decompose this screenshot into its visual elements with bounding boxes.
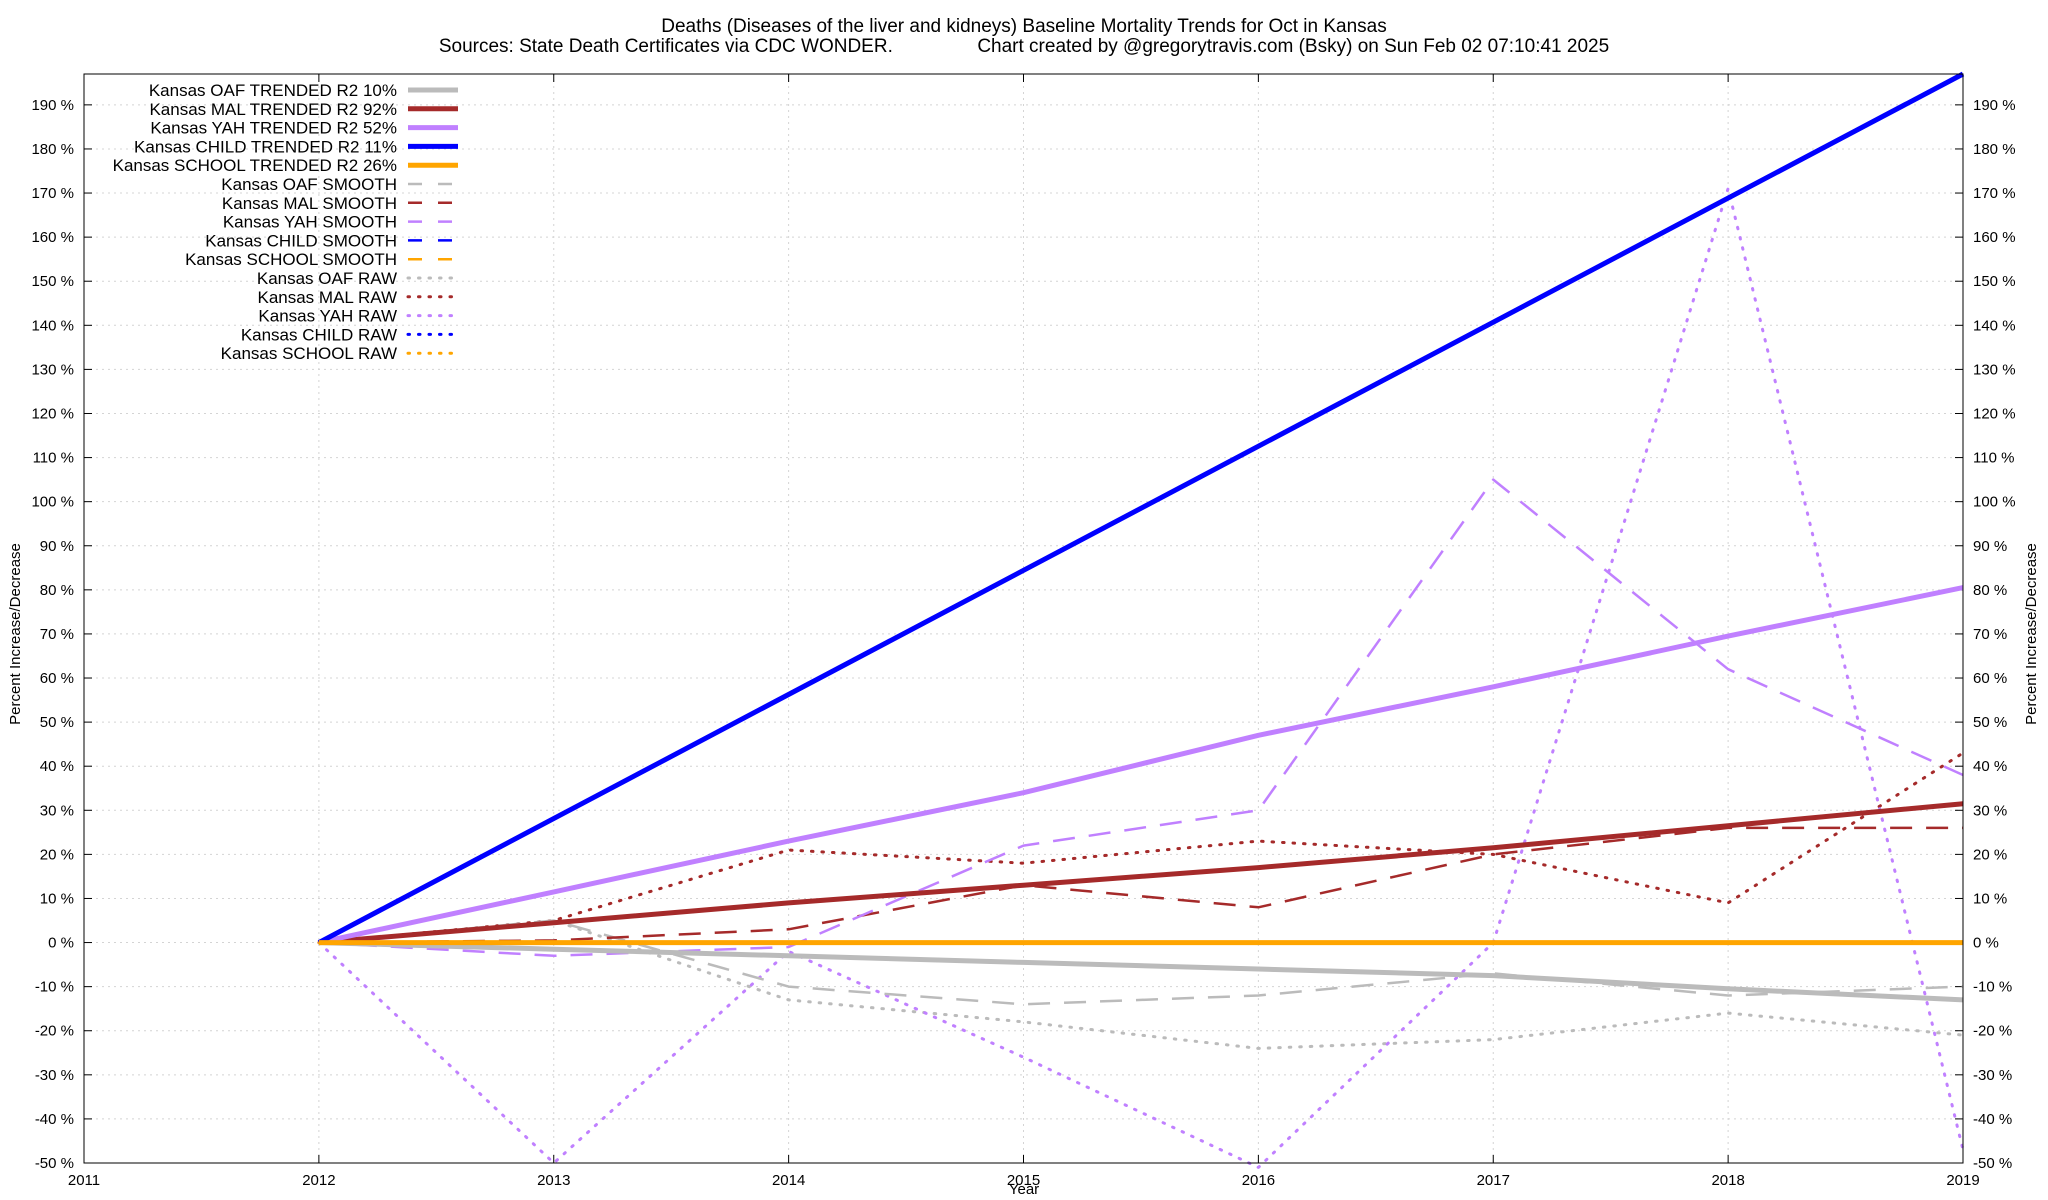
plot-frame — [83, 73, 1964, 1164]
legend-label: Kansas MAL RAW — [257, 288, 397, 307]
y2-tick-label: 70 % — [1973, 626, 2007, 643]
chart-subtitle: Sources: State Death Certificates via CD… — [439, 36, 1609, 57]
x-axis-label: Year — [1009, 1181, 1039, 1198]
y-tick-label: 130 % — [31, 361, 74, 378]
y2-tick-label: -30 % — [1973, 1067, 2012, 1084]
y-tick-label: -10 % — [35, 979, 74, 996]
y2-tick-label: 40 % — [1973, 758, 2007, 775]
series-line-kansas-mal-raw — [317, 751, 1965, 945]
y2-tick-label: 10 % — [1973, 890, 2007, 907]
series-line-kansas-oaf-smooth — [318, 919, 1964, 1006]
y-tick-label: -40 % — [35, 1111, 74, 1128]
y2-tick-label: 20 % — [1973, 846, 2007, 863]
series-line-kansas-child-trended-r2-11 — [317, 71, 1965, 945]
y-tick-label: 110 % — [33, 450, 74, 467]
y2-tick-label: 30 % — [1973, 802, 2007, 819]
y-tick-label: 120 % — [31, 405, 74, 422]
y2-tick-label: 0 % — [1973, 935, 1999, 952]
legend-label: Kansas OAF TRENDED R2 10% — [149, 81, 397, 100]
y2-tick-label: 110 % — [1973, 450, 2014, 467]
y2-tick-label: 190 % — [1973, 97, 2016, 114]
y2-tick-label: -40 % — [1973, 1111, 2012, 1128]
y-tick-label: 30 % — [40, 802, 74, 819]
y-tick-label: 150 % — [31, 273, 74, 290]
x-tick-label: 2015 — [1007, 1172, 1040, 1189]
y2-tick-label: 60 % — [1973, 670, 2007, 687]
y-tick-label: 10 % — [40, 890, 74, 907]
legend-label: Kansas SCHOOL SMOOTH — [185, 250, 397, 269]
legend-label: Kansas CHILD TRENDED R2 11% — [134, 137, 397, 156]
x-tick-label: 2011 — [68, 1172, 100, 1189]
y-tick-label: 70 % — [40, 626, 74, 643]
legend-label: Kansas OAF RAW — [257, 269, 397, 288]
y-tick-label: 90 % — [40, 538, 74, 555]
legend-label: Kansas MAL SMOOTH — [222, 194, 397, 213]
y-tick-label: 100 % — [31, 494, 74, 511]
legend-label: Kansas OAF SMOOTH — [221, 175, 397, 194]
series-line-kansas-yah-trended-r2-52 — [318, 585, 1964, 946]
legend: Kansas OAF TRENDED R2 10%Kansas MAL TREN… — [113, 81, 460, 363]
y-tick-label: 60 % — [40, 670, 74, 687]
y2-tick-label: 160 % — [1973, 229, 2016, 246]
legend-label: Kansas YAH SMOOTH — [223, 213, 397, 232]
y2-tick-label: 180 % — [1973, 141, 2016, 158]
y2-tick-label: 150 % — [1973, 273, 2016, 290]
y-tick-label: 80 % — [40, 582, 74, 599]
legend-label: Kansas MAL TRENDED R2 92% — [149, 100, 397, 119]
y2-tick-label: -10 % — [1973, 979, 2012, 996]
legend-label: Kansas YAH RAW — [258, 307, 397, 326]
x-tick-label: 2014 — [772, 1172, 805, 1189]
y-tick-label: 160 % — [31, 229, 74, 246]
y2-tick-label: 130 % — [1973, 361, 2016, 378]
y2-axis-label: Percent Increase/Decrease — [2023, 543, 2040, 725]
legend-label: Kansas SCHOOL RAW — [221, 344, 397, 363]
y-axis-label: Percent Increase/Decrease — [7, 543, 24, 725]
y-tick-label: 140 % — [31, 317, 74, 334]
series-line-kansas-mal-smooth — [318, 826, 1963, 944]
series-line-kansas-mal-trended-r2-92 — [318, 801, 1964, 946]
y-tick-label: 40 % — [40, 758, 74, 775]
y2-tick-label: -20 % — [1973, 1023, 2012, 1040]
y-tick-label: -30 % — [35, 1067, 74, 1084]
legend-label: Kansas SCHOOL TRENDED R2 26% — [113, 156, 397, 175]
x-tick-label: 2013 — [537, 1172, 570, 1189]
series-line-kansas-oaf-trended-r2-10 — [318, 940, 1964, 1003]
series-layer — [317, 71, 1965, 1169]
y2-tick-label: 120 % — [1973, 405, 2016, 422]
y2-tick-label: 170 % — [1973, 185, 2016, 202]
y-tick-label: 190 % — [31, 97, 74, 114]
series-line-kansas-oaf-raw — [317, 919, 1965, 1050]
y-tick-label: 170 % — [31, 185, 74, 202]
y-tick-label: 20 % — [40, 846, 74, 863]
y-tick-label: 50 % — [40, 714, 74, 731]
x-tick-label: 2018 — [1711, 1172, 1744, 1189]
legend-label: Kansas YAH TRENDED R2 52% — [150, 119, 397, 138]
chart-title: Deaths (Diseases of the liver and kidney… — [661, 16, 1387, 37]
legend-label: Kansas CHILD SMOOTH — [205, 231, 397, 250]
x-tick-label: 2019 — [1946, 1172, 1979, 1189]
y-tick-label: -50 % — [35, 1155, 74, 1172]
y2-tick-label: 50 % — [1973, 714, 2007, 731]
legend-label: Kansas CHILD RAW — [241, 325, 397, 344]
series-line-kansas-yah-smooth — [318, 478, 1964, 958]
x-tick-label: 2017 — [1477, 1172, 1510, 1189]
axis-ticks: -50 % -50 % -40 % -40 % -30 % -30 % -20 % -20 %… — [31, 74, 2016, 1189]
y2-tick-label: 140 % — [1973, 317, 2016, 334]
y-tick-label: 0 % — [48, 935, 74, 952]
y2-tick-label: -50 % — [1973, 1155, 2012, 1172]
y2-tick-label: 80 % — [1973, 582, 2007, 599]
y2-tick-label: 90 % — [1973, 538, 2007, 555]
x-tick-label: 2012 — [302, 1172, 335, 1189]
y2-tick-label: 100 % — [1973, 494, 2016, 511]
y-tick-label: -20 % — [35, 1023, 74, 1040]
x-tick-label: 2016 — [1242, 1172, 1275, 1189]
y-tick-label: 180 % — [31, 141, 74, 158]
